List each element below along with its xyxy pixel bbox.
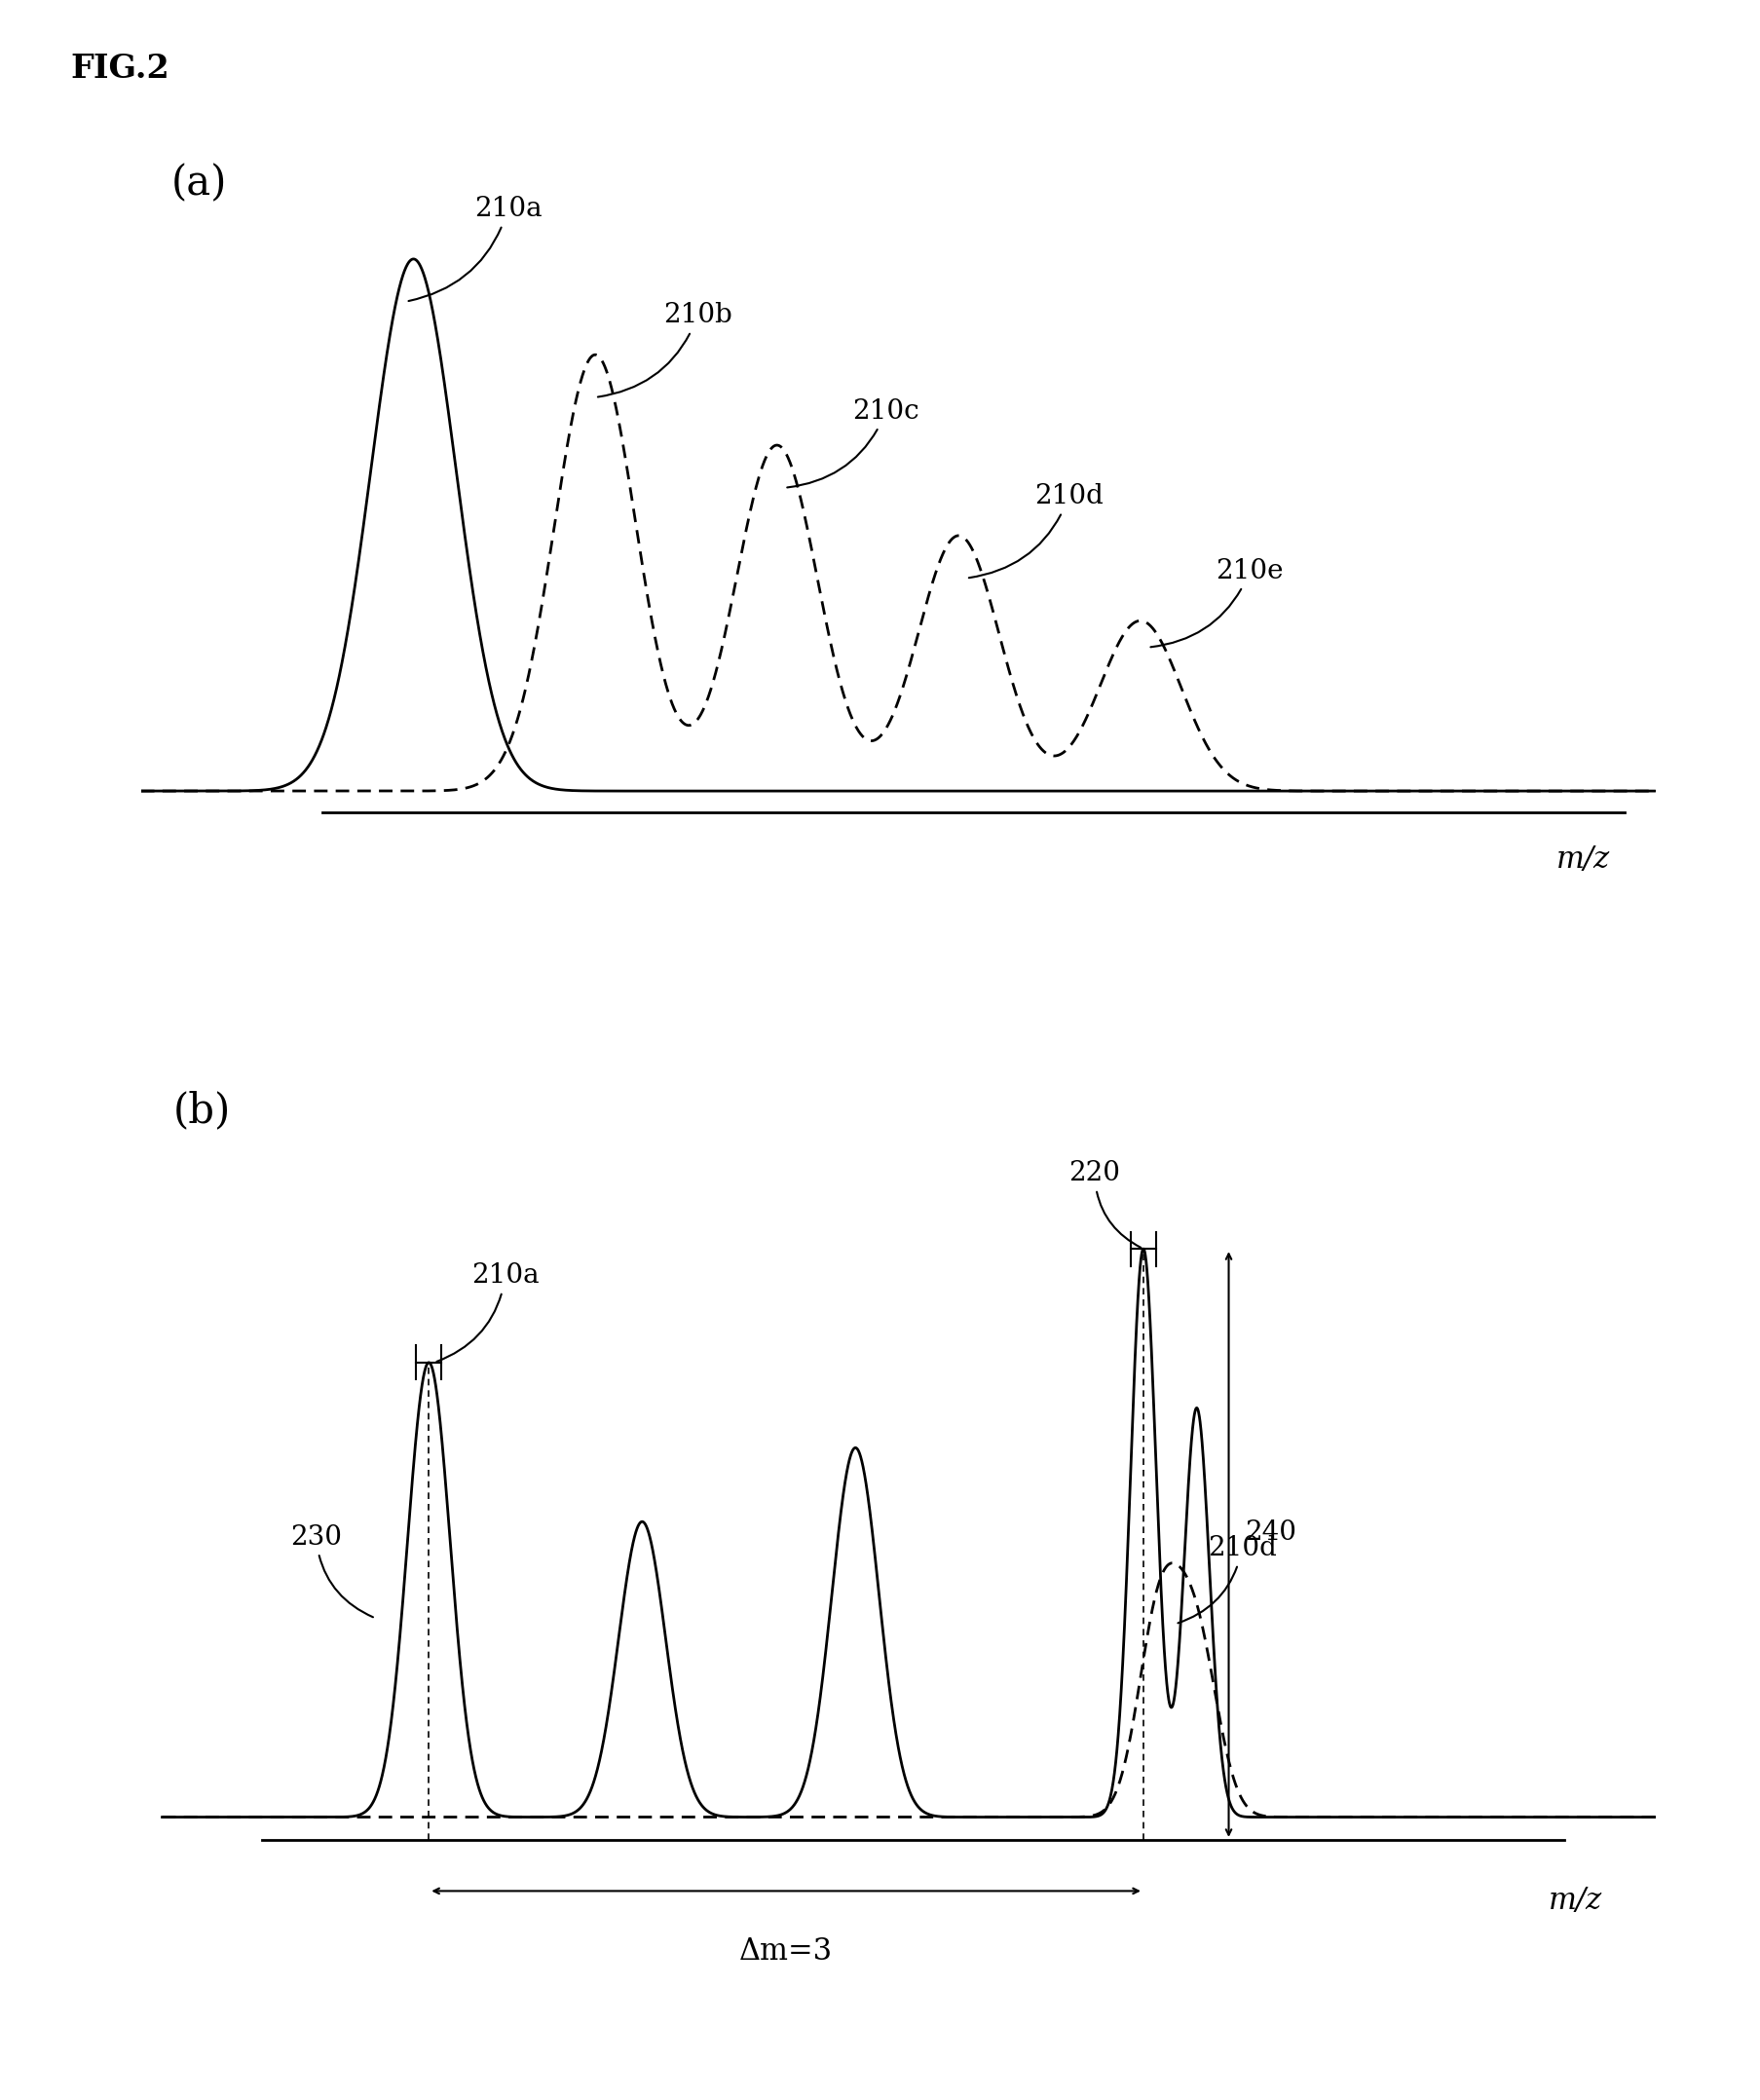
Text: 210c: 210c [787, 399, 919, 487]
Text: 210b: 210b [598, 302, 732, 397]
Text: FIG.2: FIG.2 [70, 53, 169, 84]
Text: 210d: 210d [968, 483, 1104, 578]
Text: 210a: 210a [408, 195, 542, 300]
Text: 240: 240 [1244, 1520, 1295, 1546]
Text: 210d: 210d [1177, 1535, 1276, 1623]
Text: (a): (a) [171, 164, 227, 204]
Text: 220: 220 [1068, 1159, 1140, 1247]
Text: m/z: m/z [1547, 1886, 1602, 1915]
Text: 210a: 210a [436, 1262, 539, 1361]
Text: Δm=3: Δm=3 [739, 1936, 832, 1966]
Text: m/z: m/z [1556, 844, 1609, 874]
Text: (b): (b) [172, 1090, 231, 1130]
Text: 210e: 210e [1149, 559, 1283, 647]
Text: 230: 230 [290, 1525, 373, 1617]
